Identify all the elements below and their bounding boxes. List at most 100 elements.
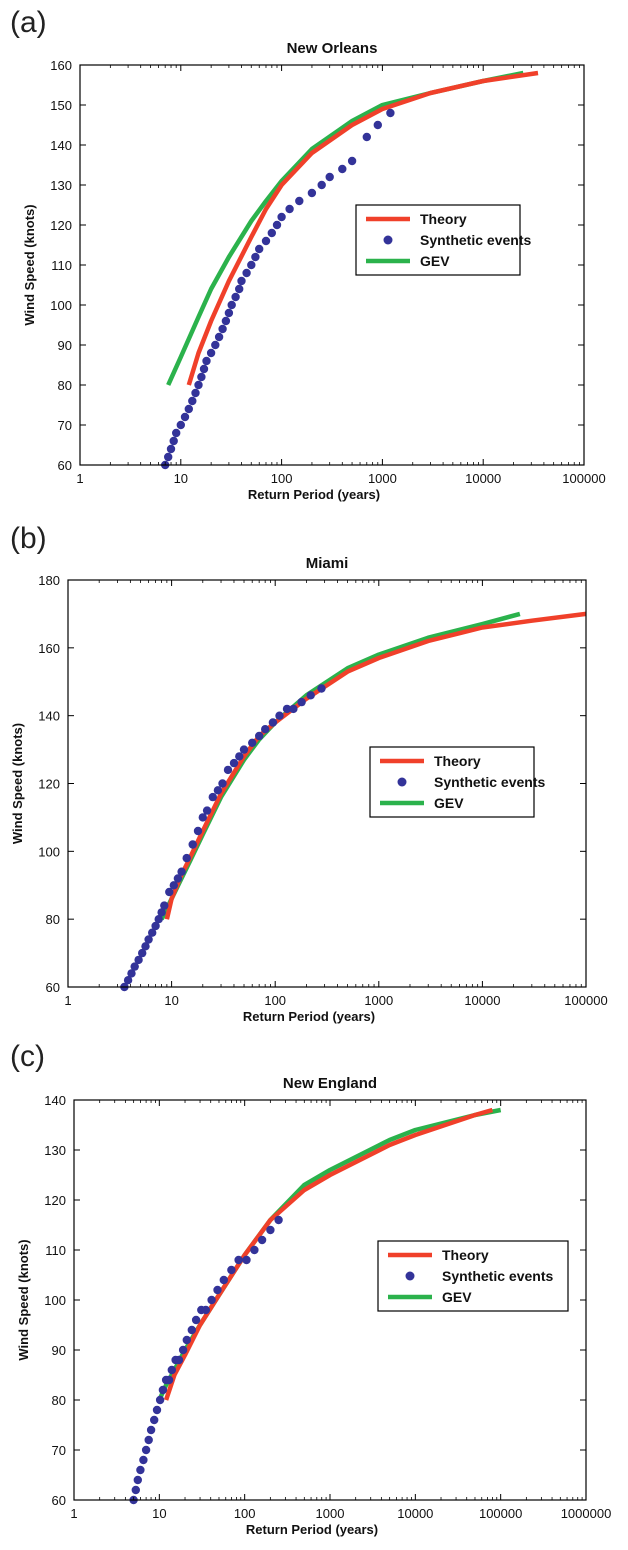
y-tick-label: 160 [38,641,60,656]
synthetic-event-point [193,826,203,836]
synthetic-event-point [202,356,211,366]
y-tick-label: 100 [38,844,60,859]
y-tick-label: 90 [52,1343,66,1358]
synthetic-event-point [227,1265,236,1275]
y-axis-label: Wind Speed (knots) [10,723,25,844]
synthetic-event-point [229,758,239,768]
synthetic-event-point [239,745,249,754]
y-tick-label: 140 [44,1093,66,1108]
synthetic-event-point [166,444,176,454]
synthetic-event-point [261,236,271,246]
synthetic-event-point [165,887,174,897]
synthetic-event-point [247,260,256,270]
synthetic-event-point [144,1435,153,1445]
synthetic-event-point [297,697,306,707]
synthetic-event-point [338,164,347,174]
legend-swatch-synthetic-events [397,777,407,787]
synthetic-event-point [164,1375,174,1385]
synthetic-event-point [141,1445,151,1455]
legend-entry-label: GEV [442,1289,472,1305]
synthetic-event-point [306,691,315,700]
synthetic-event-point [274,1215,283,1225]
y-tick-label: 80 [58,378,72,393]
synthetic-event-point [208,792,217,802]
y-tick-label: 100 [50,298,72,313]
x-tick-label: 10 [164,993,178,1008]
synthetic-event-point [268,718,278,727]
series-line-theory [163,1107,494,1401]
synthetic-event-point [169,881,178,890]
synthetic-event-point [187,1325,196,1335]
x-tick-label: 10 [152,1506,166,1521]
synthetic-event-point [155,1395,165,1405]
y-tick-label: 140 [50,138,72,153]
synthetic-event-point [173,874,183,883]
x-tick-label: 100000 [564,993,607,1008]
synthetic-event-point [275,711,284,720]
legend-entry-label: Synthetic events [434,774,545,790]
synthetic-event-point [224,308,234,318]
synthetic-event-point [146,1425,156,1435]
synthetic-event-point [317,684,326,693]
legend-entry-label: Theory [442,1247,489,1263]
y-tick-label: 180 [38,573,60,588]
legend: Theory Synthetic events GEV [355,204,531,276]
synthetic-event-point [347,156,357,166]
legend-swatch-synthetic-events [383,235,393,245]
synthetic-event-point [201,1305,210,1315]
synthetic-event-point [325,172,334,182]
synthetic-event-point [130,962,139,971]
synthetic-event-point [242,268,251,278]
y-axis-label: Wind Speed (knots) [16,1239,31,1360]
synthetic-event-point [373,120,382,130]
synthetic-event-point [160,901,169,910]
y-tick-label: 150 [50,98,72,113]
legend-entry-label: Synthetic events [442,1268,553,1284]
panel-label: (a) [10,6,47,39]
synthetic-event-point [138,948,147,958]
y-tick-label: 80 [52,1393,66,1408]
legend-entry-label: GEV [434,795,464,811]
y-tick-label: 130 [50,178,72,193]
legend-box [369,746,535,818]
legend-entry-label: Theory [434,753,481,769]
synthetic-event-point [150,1415,159,1425]
chart-title: Miami [306,555,349,572]
legend-box [355,204,521,276]
synthetic-event-point [234,1255,243,1265]
synthetic-event-point [144,935,153,944]
panel-label: (b) [10,522,47,555]
synthetic-event-point [198,813,207,822]
synthetic-event-point [207,1295,216,1305]
synthetic-event-point [255,731,264,741]
synthetic-event-point [213,1285,222,1295]
synthetic-event-point [386,108,395,118]
x-tick-label: 1000 [316,1506,345,1521]
chart-panel-2: (b) Miami 1 10 100 1000 10000 100000 60 80 100 120 1… [10,522,608,1024]
x-tick-label: 10 [174,471,188,486]
y-axis-label: Wind Speed (knots) [22,204,37,325]
y-tick-label: 70 [58,418,72,433]
synthetic-event-point [214,332,224,342]
synthetic-event-point [248,738,257,747]
x-tick-label: 100 [234,1506,256,1521]
synthetic-event-point [194,380,203,390]
synthetic-event-point [362,132,371,142]
synthetic-event-point [251,252,260,262]
synthetic-event-point [242,1255,251,1265]
plot-area [129,1107,502,1505]
synthetic-event-point [285,204,294,214]
y-tick-label: 110 [51,258,72,273]
synthetic-event-point [199,364,209,374]
y-tick-label: 60 [58,458,72,473]
legend: Theory Synthetic events GEV [377,1240,569,1312]
synthetic-event-point [158,1385,168,1395]
synthetic-event-point [134,955,143,965]
synthetic-event-point [174,1355,184,1365]
synthetic-event-point [277,212,286,222]
y-tick-label: 140 [38,709,60,724]
y-tick-label: 80 [46,912,60,927]
synthetic-event-point [169,436,178,446]
legend-swatch-synthetic-events [405,1271,415,1281]
